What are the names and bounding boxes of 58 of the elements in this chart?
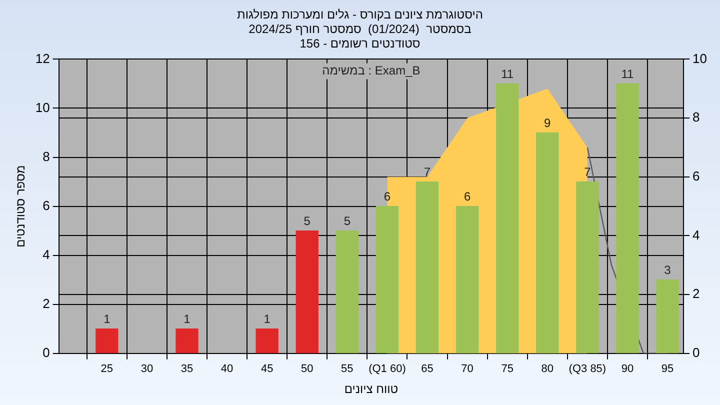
data-label: 6 — [464, 190, 471, 204]
bar — [416, 181, 439, 354]
bar — [576, 181, 599, 354]
x-tick-label: (Q3 85) — [568, 363, 606, 376]
x-tick-label: 95 — [661, 363, 674, 376]
data-label: 6 — [384, 190, 391, 204]
y-tick-label: 12 — [35, 50, 50, 66]
x-tick-label: 65 — [421, 363, 434, 376]
x-tick-label: 75 — [501, 363, 514, 376]
y-tick-label: 8 — [42, 148, 50, 164]
data-label: 5 — [344, 214, 351, 228]
data-label: 9 — [544, 116, 552, 130]
x-tick-label: 80 — [541, 363, 554, 376]
x-tick-label: 25 — [100, 363, 114, 376]
x-tick-label: 55 — [341, 363, 354, 376]
y-tick-label: 2 — [42, 296, 50, 311]
bar — [176, 328, 198, 354]
y2-tick-label: 6 — [692, 168, 700, 184]
y-tick-label: 4 — [42, 246, 50, 262]
bar — [256, 328, 278, 354]
data-label: 11 — [501, 67, 514, 82]
data-label: 5 — [304, 214, 311, 228]
annotation: במשימה : Exam_B — [322, 64, 420, 78]
x-tick-label: 90 — [621, 363, 634, 376]
data-label: 11 — [621, 67, 634, 82]
bar — [96, 328, 118, 354]
bar — [656, 280, 679, 354]
x-tick-label: (Q1 60) — [368, 363, 406, 376]
y2-tick-label: 2 — [692, 286, 700, 302]
x-tick-label: 45 — [260, 363, 274, 376]
y2-tick-label: 4 — [692, 227, 700, 242]
y2-tick-label: 10 — [692, 50, 708, 66]
y-tick-label: 0 — [42, 344, 50, 360]
data-label: 7 — [424, 165, 431, 180]
x-tick-label: 30 — [140, 363, 154, 376]
y-tick-label: 6 — [42, 198, 50, 213]
bar — [496, 83, 519, 354]
x-tick-label: 70 — [461, 363, 474, 376]
bar — [336, 230, 359, 354]
bar — [536, 132, 559, 354]
data-label: 1 — [264, 312, 271, 326]
data-label: 3 — [664, 263, 672, 278]
y2-tick-label: 0 — [692, 344, 700, 360]
data-label: 7 — [584, 165, 592, 180]
y-tick-label: 10 — [35, 100, 50, 115]
x-tick-label: 40 — [220, 363, 234, 376]
data-label: 1 — [104, 312, 111, 326]
chart-title: היסטוגרמת ציונים בקורס - גלים ומערכות מפולגות בסמסטר (01/2024) סמסטר חורף 2024/25 סטודנטים רשומים - 156 — [237, 8, 483, 50]
bar — [616, 83, 639, 354]
x-tick-label: 50 — [301, 363, 314, 376]
data-label: 1 — [184, 312, 191, 326]
x-tick-label: 35 — [180, 363, 194, 376]
bar — [296, 230, 318, 354]
bar — [376, 206, 399, 354]
y2-tick-label: 8 — [692, 110, 700, 125]
bar — [456, 206, 479, 354]
x-axis-title: טווח ציונים — [344, 382, 398, 396]
y-axis-title: מספר סטודנטים — [14, 165, 28, 248]
